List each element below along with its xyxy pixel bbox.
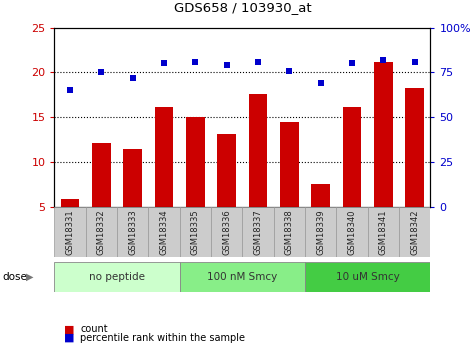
Bar — [92, 143, 111, 207]
Bar — [123, 149, 142, 207]
Point — [223, 62, 230, 68]
Bar — [218, 134, 236, 207]
Point — [254, 59, 262, 65]
Text: ■: ■ — [64, 325, 74, 334]
Point — [66, 88, 74, 93]
Bar — [305, 207, 336, 257]
Text: GSM18336: GSM18336 — [222, 209, 231, 255]
Point — [286, 68, 293, 73]
Text: dose: dose — [2, 272, 27, 282]
Bar — [54, 207, 86, 257]
Bar — [368, 207, 399, 257]
Bar — [243, 207, 274, 257]
Text: 100 nM Smcy: 100 nM Smcy — [207, 272, 278, 282]
Text: no peptide: no peptide — [89, 272, 145, 282]
Text: GSM18334: GSM18334 — [159, 209, 168, 255]
Text: GSM18333: GSM18333 — [128, 209, 137, 255]
Text: ▶: ▶ — [26, 272, 34, 282]
Bar — [311, 184, 330, 207]
Bar — [61, 199, 79, 207]
Text: GSM18340: GSM18340 — [348, 209, 357, 255]
Bar — [211, 207, 243, 257]
Bar — [249, 94, 268, 207]
Bar — [336, 207, 368, 257]
Text: percentile rank within the sample: percentile rank within the sample — [80, 333, 245, 343]
Point — [129, 75, 137, 81]
Bar — [86, 207, 117, 257]
Bar — [280, 122, 299, 207]
Point — [348, 61, 356, 66]
Point — [160, 61, 168, 66]
Bar — [342, 107, 361, 207]
Bar — [54, 262, 180, 292]
Bar — [399, 207, 430, 257]
Text: GSM18342: GSM18342 — [410, 209, 419, 255]
Bar — [149, 207, 180, 257]
Bar — [117, 207, 149, 257]
Text: ■: ■ — [64, 333, 74, 343]
Text: GSM18331: GSM18331 — [66, 209, 75, 255]
Text: GSM18337: GSM18337 — [254, 209, 263, 255]
Point — [192, 59, 199, 65]
Text: GSM18341: GSM18341 — [379, 209, 388, 255]
Bar — [186, 117, 205, 207]
Bar — [405, 88, 424, 207]
Bar — [274, 207, 305, 257]
Point — [411, 59, 419, 65]
Bar — [305, 262, 430, 292]
Text: count: count — [80, 325, 108, 334]
Point — [317, 80, 324, 86]
Text: GSM18338: GSM18338 — [285, 209, 294, 255]
Bar — [180, 262, 305, 292]
Bar — [374, 62, 393, 207]
Point — [97, 70, 105, 75]
Point — [380, 57, 387, 63]
Text: 10 uM Smcy: 10 uM Smcy — [336, 272, 400, 282]
Text: GSM18339: GSM18339 — [316, 209, 325, 255]
Text: GSM18335: GSM18335 — [191, 209, 200, 255]
Text: GSM18332: GSM18332 — [97, 209, 106, 255]
Text: GDS658 / 103930_at: GDS658 / 103930_at — [174, 1, 311, 14]
Bar — [180, 207, 211, 257]
Bar — [155, 107, 174, 207]
